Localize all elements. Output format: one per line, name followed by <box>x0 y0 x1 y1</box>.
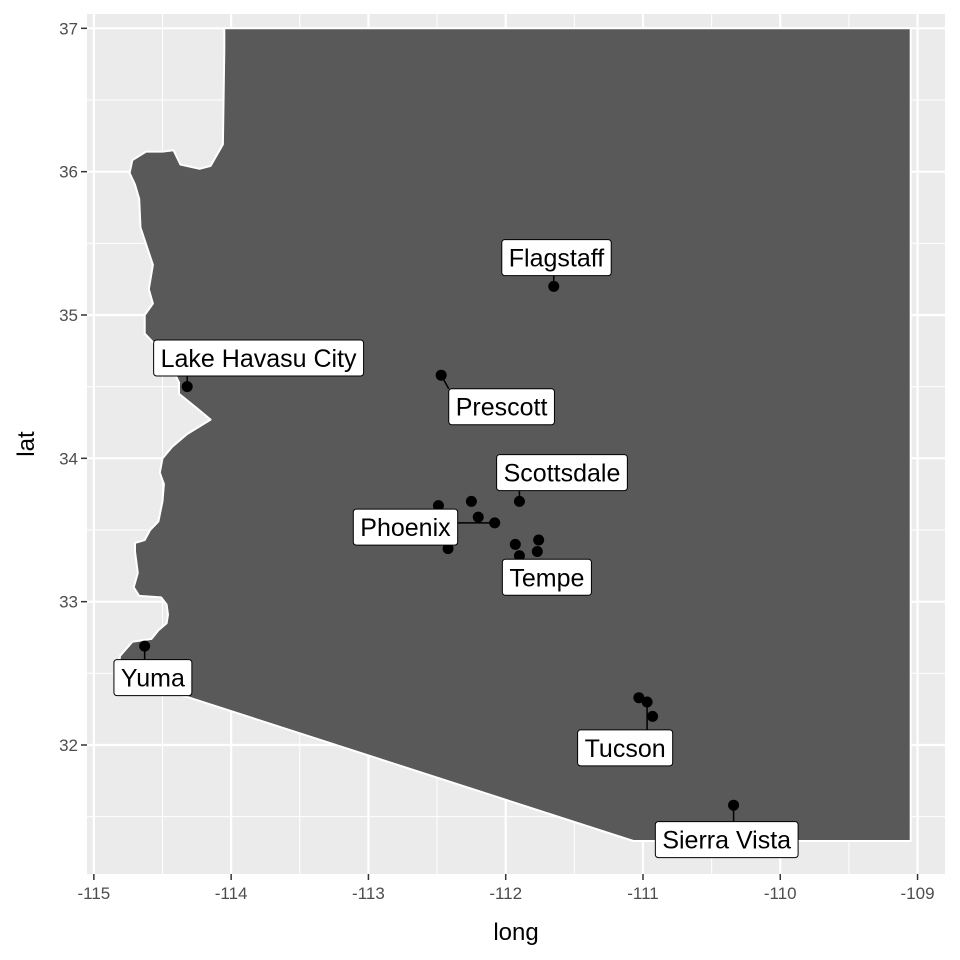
city-label: Prescott <box>448 388 555 426</box>
city-label-box <box>113 659 193 697</box>
city-point <box>533 534 545 546</box>
city-label: Tucson <box>577 729 674 767</box>
city-label-box <box>448 388 555 426</box>
label-connector <box>440 374 450 390</box>
city-point <box>472 511 484 523</box>
city-label-text: Tempe <box>509 564 584 592</box>
city-label-box <box>352 508 459 546</box>
city-point <box>442 543 454 555</box>
x-tick-label: -114 <box>215 884 248 903</box>
city-point <box>531 546 543 557</box>
city-label: Yuma <box>113 659 193 697</box>
labels-layer: Flagstaff Lake Havasu City Prescott Scottsd… <box>113 239 799 859</box>
y-tick-label: 37 <box>59 19 78 38</box>
city-point <box>432 500 444 512</box>
city-label-text: Prescott <box>456 394 548 422</box>
y-tick-label: 32 <box>59 736 78 755</box>
city-label: Flagstaff <box>501 239 612 277</box>
label-segments <box>143 275 735 822</box>
y-tick-label: 36 <box>59 163 78 182</box>
city-label-text: Yuma <box>121 665 185 693</box>
x-tick-label: -111 <box>627 884 659 903</box>
points-layer <box>139 280 740 811</box>
city-label-text: Scottsdale <box>504 460 621 488</box>
city-label-box <box>654 821 799 859</box>
city-point <box>633 692 645 704</box>
city-label-text: Tucson <box>585 735 666 763</box>
city-label-box <box>577 729 674 767</box>
x-tick-label: -112 <box>489 884 522 903</box>
x-tick-label: -110 <box>764 884 797 903</box>
arizona-state-shape <box>117 27 912 842</box>
city-label-box <box>153 339 365 377</box>
city-label-box <box>501 558 592 596</box>
city-label: Phoenix <box>352 508 459 546</box>
x-tick-label: -115 <box>77 884 110 903</box>
y-tick-label: 35 <box>59 306 78 325</box>
x-tick-label: -109 <box>901 884 935 903</box>
city-label-box <box>501 239 612 277</box>
city-point <box>465 495 477 507</box>
city-label-text: Lake Havasu City <box>161 345 357 373</box>
state-layer <box>117 27 912 842</box>
city-label: Tempe <box>501 558 592 596</box>
y-tick-label: 34 <box>59 449 78 468</box>
city-label-text: Phoenix <box>360 514 451 542</box>
x-axis-title: long <box>493 919 538 946</box>
city-point <box>509 538 521 550</box>
axes: -115 -114 -113 -112 -111 -110 -109 32 33 34 35 36 37 <box>59 19 934 903</box>
city-label: Sierra Vista <box>654 821 799 859</box>
city-point <box>513 550 525 562</box>
city-point <box>647 710 659 722</box>
city-label-box <box>496 454 628 492</box>
city-label-text: Flagstaff <box>509 245 604 273</box>
x-tick-label: -113 <box>352 884 385 903</box>
city-label-text: Sierra Vista <box>662 827 791 855</box>
city-label: Scottsdale <box>496 454 628 492</box>
y-axis-title: lat <box>13 431 40 457</box>
y-tick-label: 33 <box>59 593 78 612</box>
city-label: Lake Havasu City <box>153 339 365 377</box>
